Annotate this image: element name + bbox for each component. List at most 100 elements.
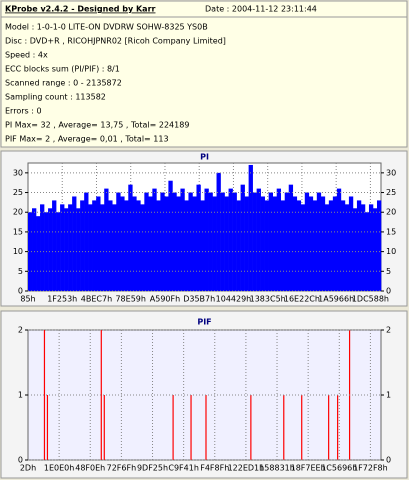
bar <box>124 200 129 291</box>
bar <box>300 204 306 291</box>
x-tick-label: 72F6Fh <box>107 464 137 473</box>
bar <box>288 184 294 291</box>
info-line: Scanned range : 0 - 2135872 <box>5 79 122 88</box>
bar <box>140 204 145 291</box>
x-tick-label: 9DF25h <box>137 464 168 473</box>
chart-title: PIF <box>197 318 211 327</box>
x-tick-label: 1E0E0h <box>44 464 74 473</box>
x-tick-label: C9F41h <box>168 464 199 473</box>
bar <box>128 184 133 291</box>
bar <box>196 184 201 291</box>
bar <box>156 200 161 291</box>
y-tick-label: 20 <box>13 208 23 217</box>
bar <box>28 212 33 291</box>
bar <box>168 180 173 291</box>
bar <box>36 216 41 291</box>
bar <box>88 204 93 291</box>
bar <box>132 196 137 291</box>
bar <box>80 200 85 291</box>
y-tick-label-right: 20 <box>386 208 396 217</box>
bar <box>116 192 121 291</box>
y-tick-label: 30 <box>13 168 23 177</box>
bar <box>236 200 241 291</box>
bar <box>108 200 113 291</box>
x-tick-label: A590Fh <box>150 295 180 304</box>
y-tick-label-right: 25 <box>386 188 396 197</box>
info-line: Disc : DVD+R , RICOHJPNR02 [Ricoh Compan… <box>5 37 226 46</box>
info-line: Speed : 4x <box>5 51 48 60</box>
bar <box>240 184 245 291</box>
y-tick-label: 1 <box>18 391 23 400</box>
bar <box>148 196 153 291</box>
bar <box>52 200 57 291</box>
y-tick-label-right: 0 <box>386 287 391 296</box>
bar <box>284 192 290 291</box>
x-tick-label: 2Dh <box>20 464 36 473</box>
bar <box>312 200 318 291</box>
bar <box>144 192 149 291</box>
bar <box>256 188 261 291</box>
bar <box>208 192 213 291</box>
bar <box>308 196 314 291</box>
bar <box>268 192 273 291</box>
bar <box>356 200 362 291</box>
x-tick-label: 1F253h <box>47 295 77 304</box>
y-tick-label-right: 5 <box>386 267 391 276</box>
bar <box>64 208 69 291</box>
x-tick-label: 85h <box>20 295 35 304</box>
bar <box>136 200 141 291</box>
x-tick-label: 78E59h <box>115 295 145 304</box>
y-tick-label-right: 0 <box>386 456 391 465</box>
bar <box>372 208 378 291</box>
bar <box>84 192 89 291</box>
y-tick-label-right: 1 <box>386 391 391 400</box>
info-line: ECC blocks sum (PI/PIF) : 8/1 <box>5 65 120 74</box>
bar <box>212 196 217 291</box>
bar <box>292 196 298 291</box>
bar <box>60 204 65 291</box>
bar <box>276 188 282 291</box>
bar <box>316 192 322 291</box>
bar <box>192 196 197 291</box>
bar <box>332 196 338 291</box>
x-tick-label: D35B7h <box>183 295 215 304</box>
bar <box>180 188 185 291</box>
y-tick-label-right: 10 <box>386 247 396 256</box>
info-panel <box>0 0 408 148</box>
bar <box>92 200 97 291</box>
bar <box>264 200 269 291</box>
bar <box>352 208 358 291</box>
bar <box>340 200 346 291</box>
bar <box>376 200 382 291</box>
bar <box>96 196 101 291</box>
bar <box>244 196 249 291</box>
bar <box>188 192 193 291</box>
y-tick-label: 25 <box>13 188 23 197</box>
chart-title: PI <box>200 153 209 162</box>
bar <box>260 196 265 291</box>
bar <box>252 192 257 291</box>
y-tick-label: 0 <box>18 456 23 465</box>
x-tick-label: 4BEC7h <box>81 295 112 304</box>
x-tick-label: 1A5966h <box>318 295 354 304</box>
bar <box>248 164 253 291</box>
x-tick-label: 104429h <box>216 295 252 304</box>
bar <box>32 208 37 291</box>
y-tick-label: 0 <box>18 287 23 296</box>
bar <box>360 204 366 291</box>
app-title: KProbe v2.4.2 - Designed by Karr <box>5 5 156 14</box>
bar <box>304 192 310 291</box>
bar <box>100 204 105 291</box>
bar <box>68 204 73 291</box>
info-line: Errors : 0 <box>5 107 42 116</box>
info-line: Model : 1-0-1-0 LITE-ON DVDRW SOHW-8325 … <box>5 23 208 32</box>
bar <box>228 188 233 291</box>
bar <box>272 196 278 291</box>
info-line: PIF Max= 2 , Average= 0,01 , Total= 113 <box>5 135 169 144</box>
bar <box>224 196 229 291</box>
y-tick-label: 10 <box>13 247 23 256</box>
bar <box>184 200 189 291</box>
bar <box>296 200 302 291</box>
bar <box>344 204 350 291</box>
